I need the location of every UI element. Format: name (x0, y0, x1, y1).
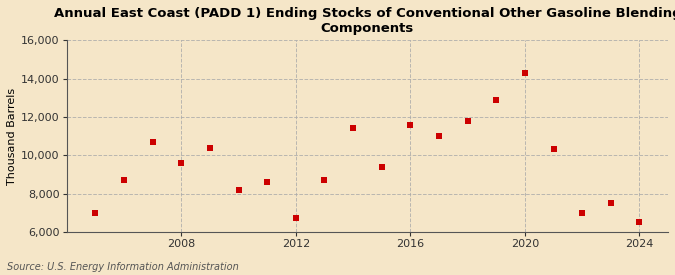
Point (90, 210, 101, 215)
Point (376, 164, 387, 169)
Point (548, 147, 559, 152)
Point (348, 126, 358, 131)
Point (262, 180, 273, 184)
Point (634, 220, 645, 224)
Point (605, 201, 616, 205)
Point (520, 71, 531, 75)
Point (405, 122, 416, 127)
Title: Annual East Coast (PADD 1) Ending Stocks of Conventional Other Gasoline Blending: Annual East Coast (PADD 1) Ending Stocks… (53, 7, 675, 35)
Point (433, 134, 444, 138)
Point (290, 216, 301, 221)
Point (233, 188, 244, 192)
Point (491, 97, 502, 102)
Point (176, 161, 186, 165)
Point (119, 178, 130, 182)
Point (147, 140, 158, 144)
Point (576, 210, 587, 215)
Point (462, 119, 473, 123)
Point (319, 178, 330, 182)
Point (205, 145, 215, 150)
Y-axis label: Thousand Barrels: Thousand Barrels (7, 87, 17, 185)
Text: Source: U.S. Energy Information Administration: Source: U.S. Energy Information Administ… (7, 262, 238, 272)
